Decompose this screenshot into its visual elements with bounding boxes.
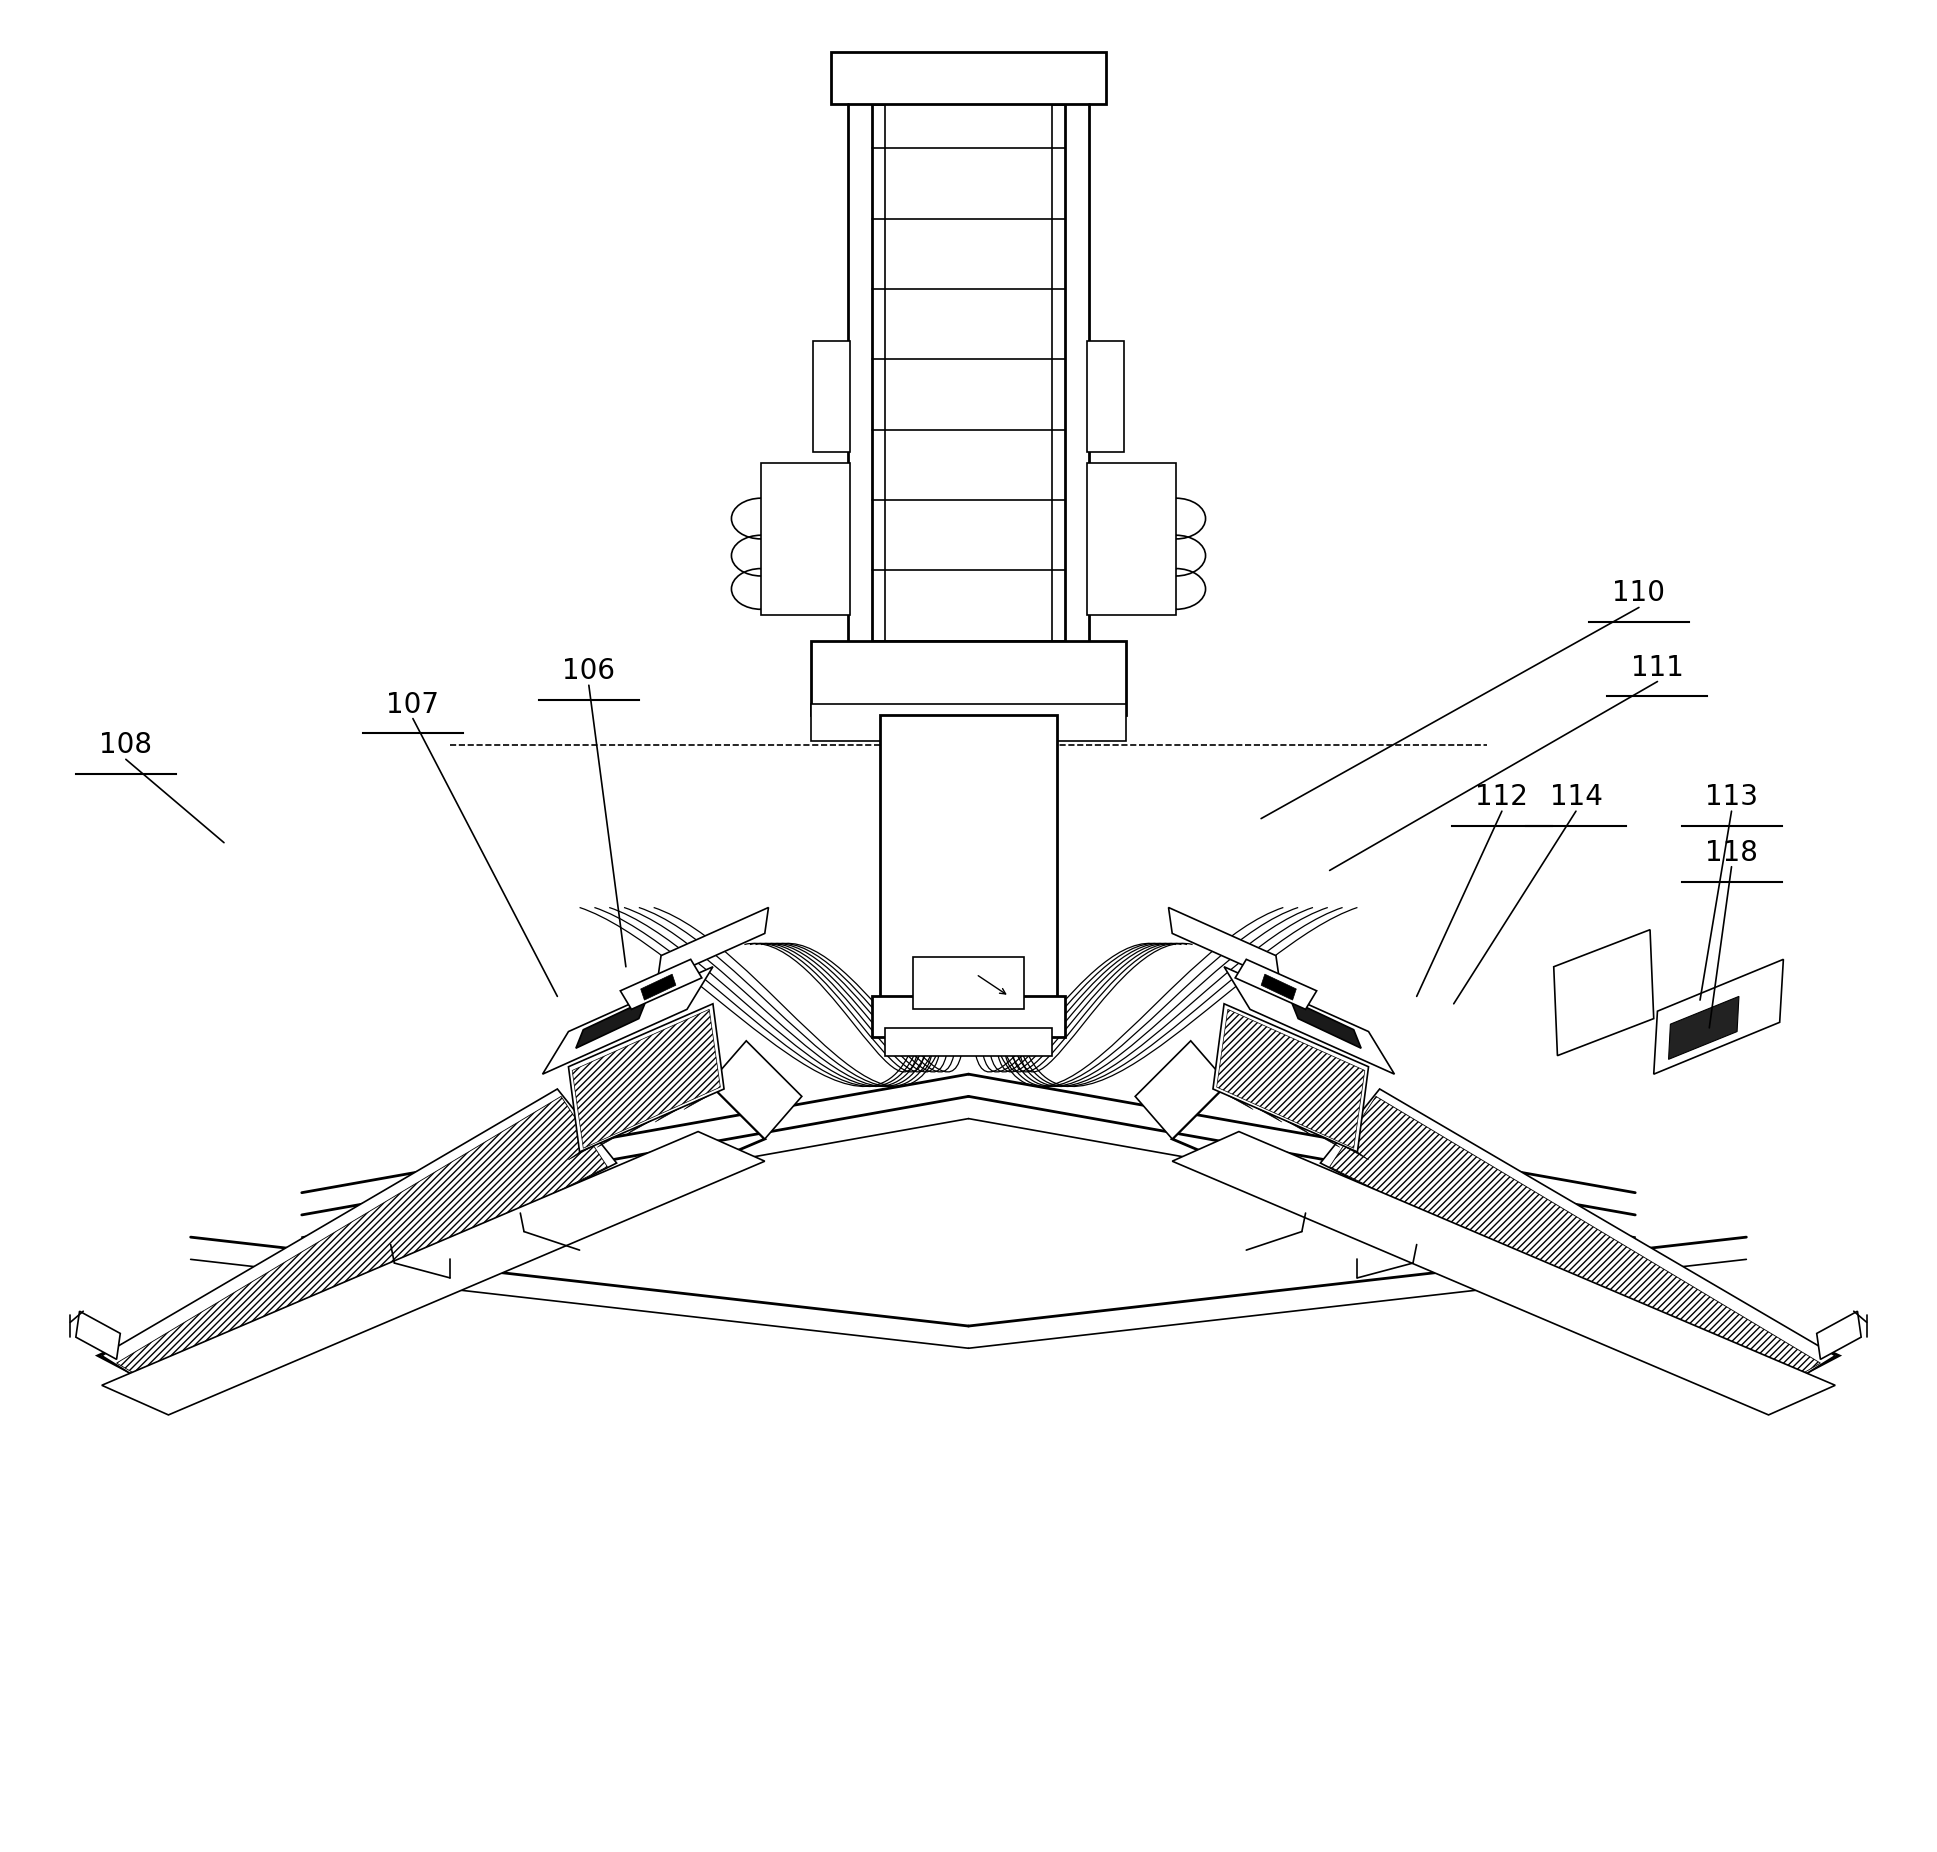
Polygon shape	[1257, 1107, 1282, 1122]
Polygon shape	[76, 1311, 120, 1359]
Polygon shape	[575, 1000, 647, 1048]
Polygon shape	[1342, 1146, 1369, 1159]
Polygon shape	[641, 974, 676, 1000]
Polygon shape	[1168, 907, 1280, 982]
Polygon shape	[103, 1132, 765, 1415]
Text: 106: 106	[562, 657, 616, 685]
Polygon shape	[657, 907, 769, 982]
Polygon shape	[99, 1083, 765, 1393]
Polygon shape	[1313, 1133, 1340, 1146]
Polygon shape	[568, 1146, 595, 1159]
Polygon shape	[1553, 930, 1654, 1056]
Polygon shape	[1668, 996, 1739, 1059]
Text: 112: 112	[1476, 783, 1528, 811]
Bar	[885, 1028, 1052, 1056]
Polygon shape	[709, 1041, 802, 1139]
Polygon shape	[1817, 1311, 1861, 1359]
Polygon shape	[1290, 1000, 1362, 1048]
Polygon shape	[1261, 974, 1296, 1000]
Bar	[912, 957, 1025, 1009]
Bar	[831, 52, 1106, 104]
Text: 114: 114	[1550, 783, 1602, 811]
Polygon shape	[542, 967, 713, 1074]
Polygon shape	[597, 1133, 624, 1146]
Bar	[885, 104, 1052, 704]
Polygon shape	[1172, 1132, 1834, 1415]
Polygon shape	[103, 1089, 616, 1393]
Polygon shape	[1224, 967, 1395, 1074]
Polygon shape	[1135, 1041, 1228, 1139]
Bar	[1087, 463, 1176, 615]
Bar	[812, 704, 1125, 741]
Polygon shape	[1654, 959, 1784, 1074]
Polygon shape	[1213, 1004, 1369, 1152]
Polygon shape	[1236, 959, 1317, 1009]
Text: 118: 118	[1705, 839, 1759, 867]
Polygon shape	[1284, 1120, 1311, 1135]
Polygon shape	[620, 959, 701, 1009]
Bar	[812, 641, 1125, 715]
Bar	[761, 463, 850, 615]
Bar	[872, 104, 1065, 704]
Polygon shape	[1321, 1089, 1834, 1393]
Polygon shape	[684, 1095, 709, 1109]
Bar	[814, 341, 850, 452]
Polygon shape	[655, 1107, 680, 1122]
Text: 110: 110	[1612, 580, 1666, 607]
Bar	[1087, 341, 1123, 452]
Polygon shape	[1228, 1095, 1253, 1109]
Text: 107: 107	[385, 691, 440, 719]
Text: 111: 111	[1631, 654, 1683, 682]
Bar	[872, 996, 1065, 1037]
Text: 108: 108	[99, 732, 153, 759]
Polygon shape	[626, 1120, 653, 1135]
Polygon shape	[1172, 1083, 1838, 1393]
Bar	[879, 715, 1058, 1004]
Polygon shape	[568, 1004, 724, 1152]
Text: 113: 113	[1705, 783, 1759, 811]
